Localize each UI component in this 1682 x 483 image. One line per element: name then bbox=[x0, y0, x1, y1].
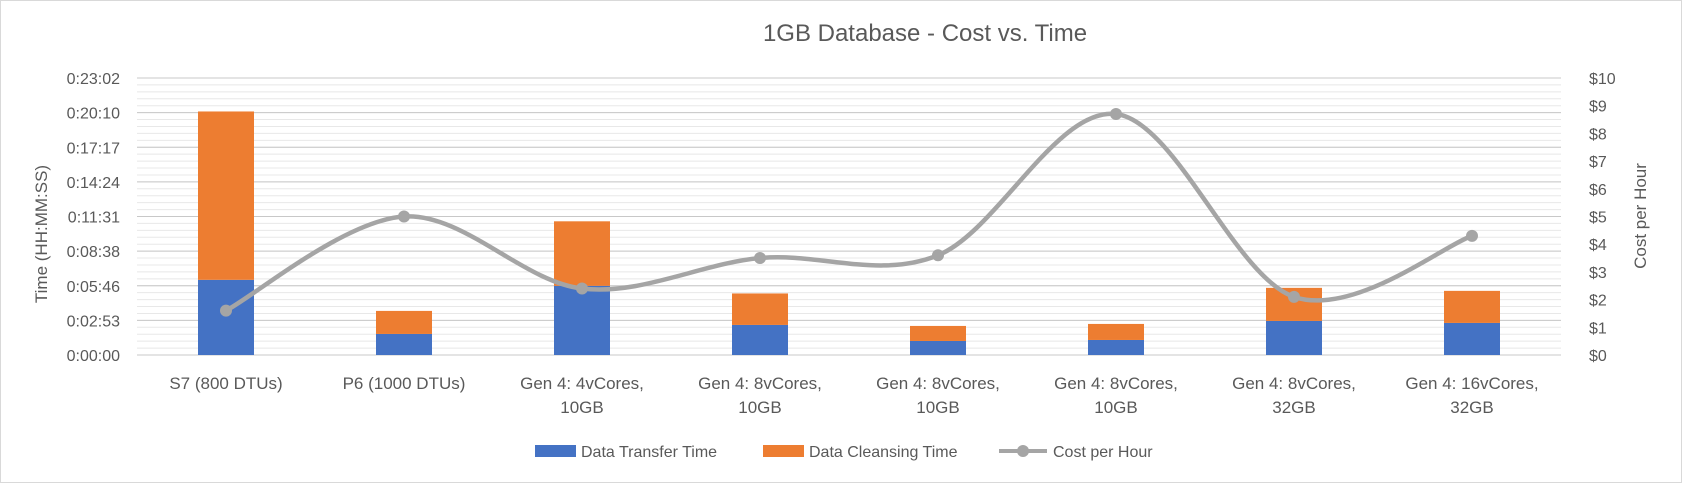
chart-title: 1GB Database - Cost vs. Time bbox=[763, 20, 1087, 47]
category-label-line: 32GB bbox=[1450, 398, 1493, 417]
category-label-line: 10GB bbox=[560, 398, 603, 417]
right-tick-label: $6 bbox=[1589, 182, 1607, 199]
legend: Data Transfer Time Data Cleansing Time C… bbox=[535, 444, 1153, 461]
bar-data-cleansing bbox=[732, 293, 788, 325]
bar-data-transfer bbox=[732, 324, 788, 355]
legend-swatch-cleansing bbox=[763, 445, 804, 457]
category-label-line: 10GB bbox=[738, 398, 781, 417]
category-label-line: 10GB bbox=[1094, 398, 1137, 417]
category-label: Gen 4: 8vCores, 10GB bbox=[1054, 374, 1178, 417]
right-tick-label: $2 bbox=[1589, 293, 1607, 310]
cost-point bbox=[754, 252, 766, 265]
left-tick-label: 0:17:17 bbox=[67, 140, 120, 157]
category-label-line: Gen 4: 8vCores, bbox=[1232, 374, 1356, 393]
bar-data-transfer bbox=[910, 340, 966, 355]
cost-point bbox=[398, 210, 410, 223]
right-tick-label: $7 bbox=[1589, 154, 1607, 171]
right-tick-label: $4 bbox=[1589, 237, 1607, 254]
left-tick-label: 0:02:53 bbox=[67, 313, 120, 330]
category-label: Gen 4: 8vCores, 10GB bbox=[698, 374, 822, 417]
left-tick-label: 0:11:31 bbox=[68, 210, 120, 227]
right-tick-label: $8 bbox=[1589, 126, 1607, 143]
bar-data-transfer bbox=[198, 279, 254, 355]
left-tick-label: 0:20:10 bbox=[67, 106, 120, 123]
category-label-line: Gen 4: 8vCores, bbox=[876, 374, 1000, 393]
left-tick-label: 0:23:02 bbox=[67, 71, 120, 88]
cost-point bbox=[932, 249, 944, 262]
category-label: S7 (800 DTUs) bbox=[169, 374, 282, 393]
bar-data-cleansing bbox=[910, 325, 966, 341]
category-label-line: Gen 4: 16vCores, bbox=[1405, 374, 1538, 393]
cost-line-series bbox=[220, 108, 1478, 317]
right-tick-label: $1 bbox=[1589, 320, 1607, 337]
bar-data-cleansing bbox=[1444, 290, 1500, 323]
left-tick-label: 0:14:24 bbox=[67, 175, 120, 192]
cost-point bbox=[576, 282, 588, 295]
category-label-line: Gen 4: 8vCores, bbox=[698, 374, 822, 393]
category-label-line: Gen 4: 8vCores, bbox=[1054, 374, 1178, 393]
category-label-line: 10GB bbox=[916, 398, 959, 417]
right-axis-title: Cost per Hour bbox=[1631, 163, 1650, 269]
bar-data-transfer bbox=[554, 285, 610, 355]
legend-label-transfer: Data Transfer Time bbox=[581, 444, 717, 461]
left-tick-label: 0:00:00 bbox=[67, 348, 120, 365]
cost-point bbox=[1110, 108, 1122, 121]
bar-data-cleansing bbox=[1088, 323, 1144, 340]
legend-swatch-transfer bbox=[535, 445, 576, 457]
category-label-line: S7 (800 DTUs) bbox=[169, 374, 282, 393]
legend-label-cleansing: Data Cleansing Time bbox=[809, 444, 958, 461]
cost-point bbox=[1466, 229, 1478, 242]
left-axis-title: Time (HH:MM:SS) bbox=[32, 165, 51, 303]
category-label-line: Gen 4: 4vCores, bbox=[520, 374, 644, 393]
cost-point bbox=[220, 304, 232, 317]
bar-data-transfer bbox=[1444, 322, 1500, 355]
left-tick-label: 0:08:38 bbox=[67, 244, 120, 261]
category-labels: S7 (800 DTUs) P6 (1000 DTUs) Gen 4: 4vCore… bbox=[169, 374, 1538, 417]
bar-data-cleansing bbox=[376, 310, 432, 334]
category-label: P6 (1000 DTUs) bbox=[343, 374, 466, 393]
right-tick-label: $0 bbox=[1589, 348, 1607, 365]
left-axis-ticks: 0:00:00 0:02:53 0:05:46 0:08:38 0:11:31 0:14:… bbox=[67, 71, 120, 365]
bar-data-cleansing bbox=[554, 221, 610, 286]
right-tick-label: $5 bbox=[1589, 210, 1607, 227]
gridlines bbox=[137, 77, 1561, 356]
bar-series bbox=[198, 111, 1500, 355]
legend-label-cost: Cost per Hour bbox=[1053, 444, 1153, 461]
right-tick-label: $9 bbox=[1589, 99, 1607, 116]
cost-point bbox=[1288, 290, 1300, 303]
category-label-line: 32GB bbox=[1272, 398, 1315, 417]
bar-data-cleansing bbox=[198, 111, 254, 280]
bar-data-transfer bbox=[1088, 339, 1144, 355]
category-label-line: P6 (1000 DTUs) bbox=[343, 374, 466, 393]
category-label: Gen 4: 8vCores, 32GB bbox=[1232, 374, 1356, 417]
left-tick-label: 0:05:46 bbox=[67, 279, 120, 296]
legend-marker-cost bbox=[1017, 445, 1029, 457]
category-label: Gen 4: 4vCores, 10GB bbox=[520, 374, 644, 417]
right-tick-label: $3 bbox=[1589, 265, 1607, 282]
bar-data-transfer bbox=[376, 333, 432, 355]
category-label: Gen 4: 16vCores, 32GB bbox=[1405, 374, 1538, 417]
right-axis-ticks: $0 $1 $2 $3 $4 $5 $6 $7 $8 $9 $10 bbox=[1589, 71, 1616, 365]
right-tick-label: $10 bbox=[1589, 71, 1616, 88]
cost-line bbox=[224, 111, 1473, 313]
category-label: Gen 4: 8vCores, 10GB bbox=[876, 374, 1000, 417]
bar-data-transfer bbox=[1266, 320, 1322, 355]
